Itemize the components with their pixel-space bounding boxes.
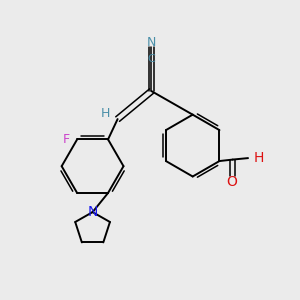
Text: O: O bbox=[227, 175, 238, 189]
Text: N: N bbox=[87, 205, 98, 219]
Text: H: H bbox=[253, 151, 263, 165]
Text: F: F bbox=[62, 133, 70, 146]
Text: C: C bbox=[148, 54, 155, 64]
Text: H: H bbox=[100, 107, 110, 120]
Text: N: N bbox=[147, 36, 156, 49]
